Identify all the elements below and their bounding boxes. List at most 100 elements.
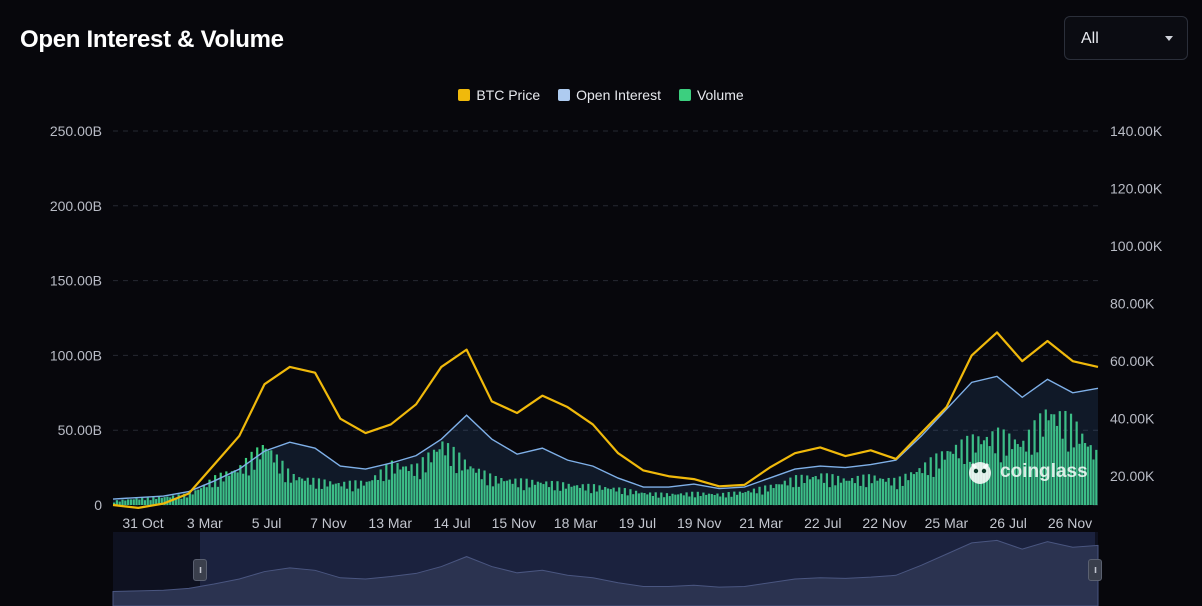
y-left-tick-label: 0 [94,497,102,513]
volume-bar [1050,414,1053,505]
time-range-select[interactable]: All [1064,16,1188,60]
volume-bar [792,487,795,505]
navigator-right-handle[interactable]: ll [1088,559,1102,581]
volume-bar [879,478,882,505]
legend-label-btc-price: BTC Price [476,87,541,103]
volume-bar [991,431,994,505]
btc-price-series [112,331,1099,509]
volume-bar [365,481,368,505]
volume-bar [651,496,655,505]
volume-bar [416,463,419,505]
volume-bar [584,490,587,505]
volume-bar [267,450,270,505]
volume-bar [430,462,433,505]
volume-bar [188,493,191,505]
volume-bar [441,441,444,505]
volume-bar [817,479,820,505]
legend-item-open-interest[interactable]: Open Interest [558,87,661,103]
volume-bar [286,468,290,505]
volume-bar [699,496,702,505]
volume-bar [486,485,489,505]
volume-bar [677,494,680,505]
volume-bar [1025,451,1028,505]
volume-bar [595,491,598,505]
volume-bar [219,472,222,505]
volume-bar [463,459,466,505]
coinglass-logo-icon [969,462,991,484]
volume-bar [404,466,408,505]
volume-bar [730,496,733,505]
volume-bar [789,477,792,505]
volume-bar [775,484,778,505]
volume-bar [1081,433,1084,505]
volume-bar [859,485,862,505]
volume-bar [250,451,253,505]
legend-swatch-open-interest [558,89,571,101]
volume-bar [326,486,329,505]
volume-bar [719,496,722,505]
volume-bar [766,491,770,505]
volume-bar [460,470,464,505]
y-right-tick-label: 40.00K [1110,411,1155,427]
volume-bar [480,479,483,505]
volume-bar [519,478,523,505]
volume-bar [786,485,789,505]
volume-bar [163,497,166,505]
volume-bar [500,478,503,505]
volume-bar [438,449,441,505]
volume-bar [407,470,410,505]
volume-bar [228,475,231,505]
volume-bar [303,480,307,505]
volume-bar [233,470,236,505]
volume-bar [329,481,332,505]
volume-bar [432,449,436,505]
volume-bar [618,487,621,505]
volume-bar [270,450,273,505]
volume-bar [127,499,130,505]
volume-bar [185,497,189,505]
navigator-left-handle[interactable]: ll [193,559,207,581]
volume-bar [867,474,871,505]
volume-bar [379,469,382,505]
volume-bar [230,471,234,505]
volume-bar [264,448,267,505]
volume-bar [724,497,727,505]
volume-bar [693,497,697,505]
volume-bar [996,427,1000,505]
legend-item-volume[interactable]: Volume [678,87,744,103]
volume-bar [393,473,396,505]
volume-bar [208,479,211,505]
volume-bar [924,462,927,505]
legend-item-btc-price[interactable]: BTC Price [458,87,540,103]
volume-bar [491,486,495,505]
volume-bar [289,482,292,505]
volume-bar [402,466,405,505]
volume-bar [960,439,963,505]
volume-bar [452,446,455,505]
volume-bar [292,473,295,505]
volume-bar [682,495,685,505]
volume-bar [800,474,803,505]
volume-bar [679,493,683,505]
volume-bar [340,486,343,505]
volume-bar [909,472,913,505]
volume-bar [999,462,1002,505]
volume-bar [764,485,767,505]
volume-bar [1019,446,1022,505]
volume-bar [343,481,346,505]
x-tick-label: 19 Jul [619,515,656,531]
volume-bar [733,491,736,505]
volume-bar [570,486,573,505]
x-axis-ticks: 31 Oct 3 Mar 5 Jul 7 Nov 13 Mar 14 Jul 15 Nov 1… [122,515,1092,531]
volume-bar [446,443,450,505]
volume-bar [1005,455,1008,505]
volume-bar [152,496,155,505]
volume-bar [881,478,885,505]
volume-bar [390,460,394,505]
x-tick-label: 21 Mar [739,515,783,531]
legend-swatch-btc-price [458,89,471,101]
volume-bar [705,494,708,505]
y-right-tick-label: 140.00K [1110,123,1163,139]
volume-bar [141,497,144,505]
